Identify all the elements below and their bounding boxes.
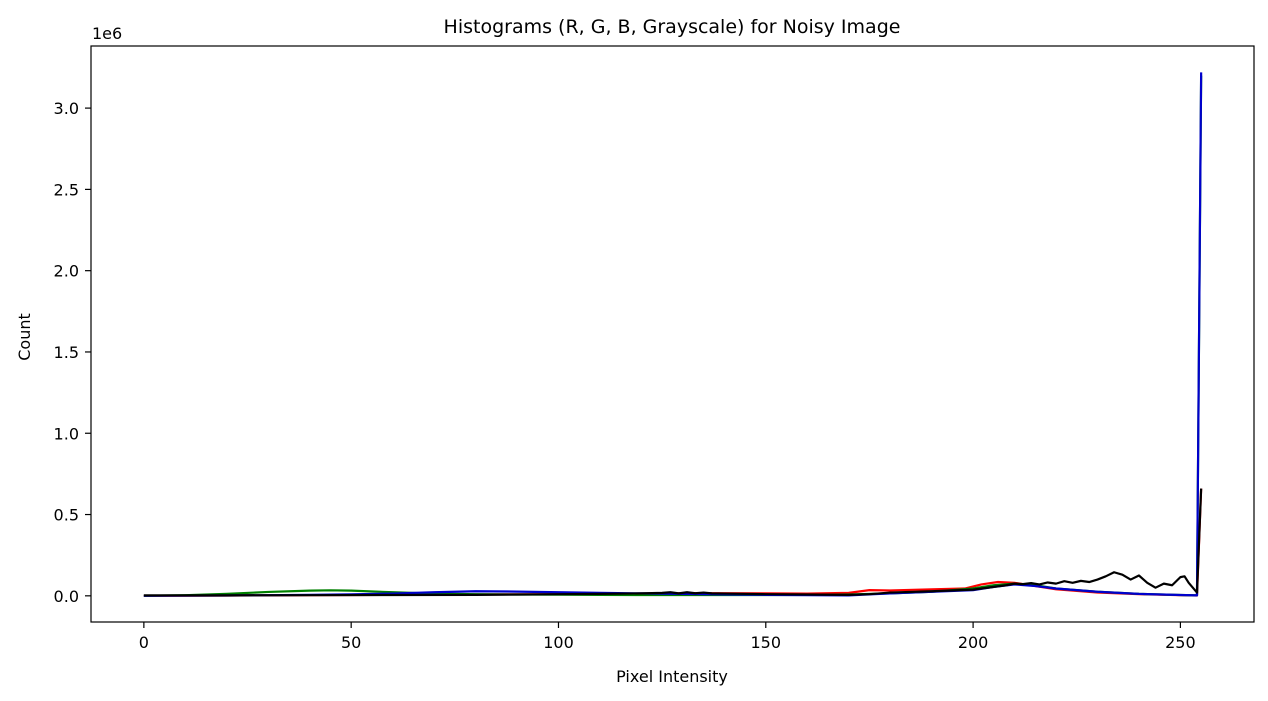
x-axis-label: Pixel Intensity — [616, 667, 728, 686]
x-tick-label-150: 150 — [751, 633, 782, 652]
y-tick-label-5: 2.5 — [54, 180, 79, 199]
x-tick-label-250: 250 — [1165, 633, 1196, 652]
y-tick-label-0: 0.0 — [54, 587, 79, 606]
y-tick-label-2: 1.0 — [54, 424, 79, 443]
y-tick-label-6: 3.0 — [54, 99, 79, 118]
x-tick-label-200: 200 — [958, 633, 989, 652]
axes-layer: 0 50 100 150 200 250 0.0 0.5 1.0 1.5 2.0 2.5 3.0 — [54, 45, 1255, 652]
series-layer — [143, 72, 1203, 597]
y-tick-label-3: 1.5 — [54, 343, 79, 362]
y-axis-label: Count — [15, 313, 34, 361]
x-tick-label-0: 0 — [139, 633, 149, 652]
x-tick-label-50: 50 — [341, 633, 361, 652]
y-offset-label: 1e6 — [92, 24, 122, 43]
y-tick-label-4: 2.0 — [54, 262, 79, 281]
x-tick-label-100: 100 — [543, 633, 574, 652]
chart-title: Histograms (R, G, B, Grayscale) for Nois… — [444, 16, 901, 38]
series-line-4 — [143, 488, 1203, 597]
plot-frame — [90, 45, 1255, 623]
y-tick-label-1: 0.5 — [54, 506, 79, 525]
